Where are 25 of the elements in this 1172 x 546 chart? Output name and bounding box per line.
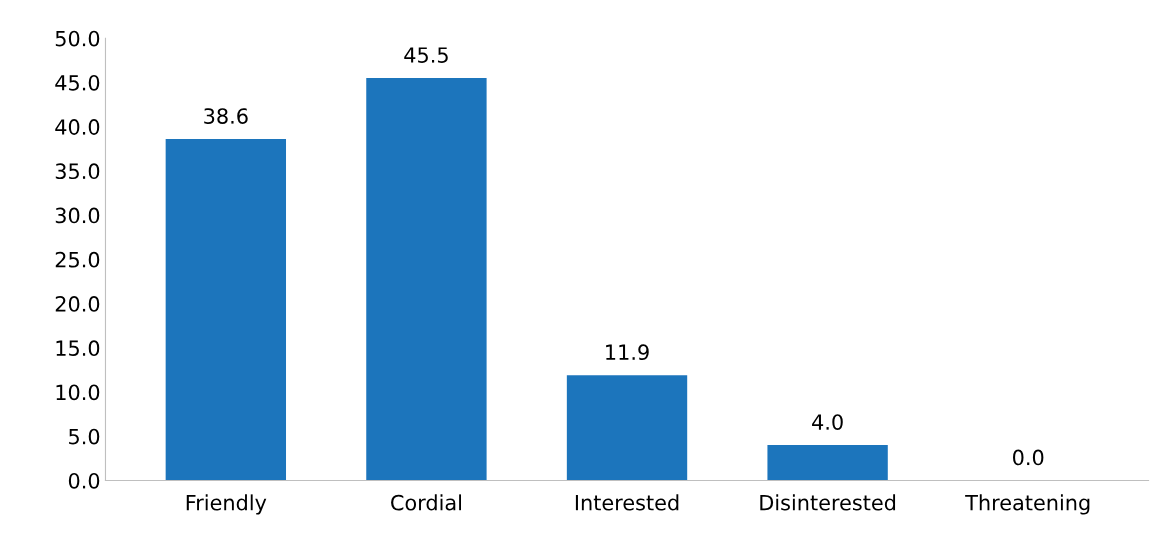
- bar: [366, 78, 487, 481]
- x-tick-label: Interested: [575, 494, 679, 511]
- y-tick-label: 10.0: [56, 384, 100, 401]
- y-tick-label: 15.0: [56, 340, 100, 357]
- x-tick-label: Threatening: [965, 494, 1090, 515]
- y-tick-label: 40.0: [55, 119, 100, 135]
- y-tick-label: 45.0: [55, 74, 100, 91]
- y-tick-label: 35.0: [55, 163, 100, 180]
- y-tick-label: 30.0: [55, 207, 100, 224]
- bar: [566, 375, 688, 481]
- bar: [767, 445, 888, 481]
- y-tick-label: 20.0: [55, 296, 100, 312]
- data-label: 11.9: [606, 344, 649, 361]
- x-tick-label: Friendly: [186, 494, 267, 515]
- y-tick-label: 50.0: [55, 30, 100, 47]
- data-label: 0.0: [1013, 449, 1044, 466]
- y-tick-label: 5.0: [69, 428, 100, 445]
- x-tick-label: Disinterested: [760, 494, 896, 511]
- y-tick-label: 0.0: [68, 472, 100, 489]
- bar: [165, 139, 287, 481]
- data-label: 38.6: [204, 108, 248, 124]
- y-tick-label: 25.0: [55, 251, 100, 268]
- data-label: 4.0: [812, 414, 843, 430]
- data-label: 45.5: [404, 47, 448, 63]
- x-tick-label: Cordial: [391, 494, 461, 511]
